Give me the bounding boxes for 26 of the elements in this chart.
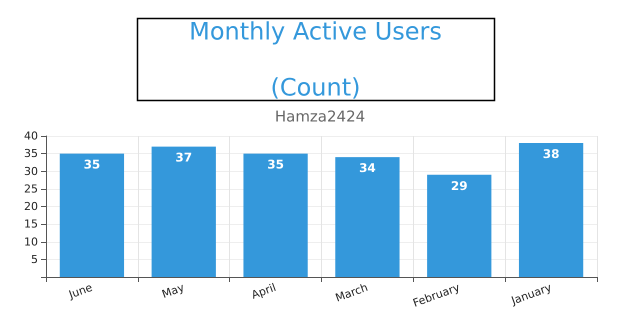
y-tick-label: 35 [24,147,38,160]
x-tick-label: March [334,280,370,305]
data-label: 34 [359,161,376,176]
bar [243,154,308,277]
data-label: 35 [84,158,100,172]
bar [518,143,584,277]
y-tick-label: 15 [24,218,38,231]
y-tick-label: 25 [24,182,38,196]
bar [152,146,216,277]
chart-title: Monthly Active Users (Count) [189,18,442,102]
bar [427,174,492,277]
y-tick-label: 40 [24,130,38,142]
x-tick-label: April [250,280,278,302]
bar [335,157,400,277]
data-label: 37 [175,150,192,165]
y-tick-label: 30 [24,164,38,178]
data-label: 29 [450,178,468,193]
bar [60,154,124,277]
x-tick-label: May [160,280,186,301]
y-tick-label: 10 [24,235,38,248]
data-label: 38 [542,147,560,162]
y-tick-label: 5 [31,252,38,266]
data-label: 35 [267,158,284,172]
y-tick-label: 20 [24,200,38,213]
chart-subtitle: Hamza2424 [274,108,366,126]
x-tick-label: June [66,280,94,302]
